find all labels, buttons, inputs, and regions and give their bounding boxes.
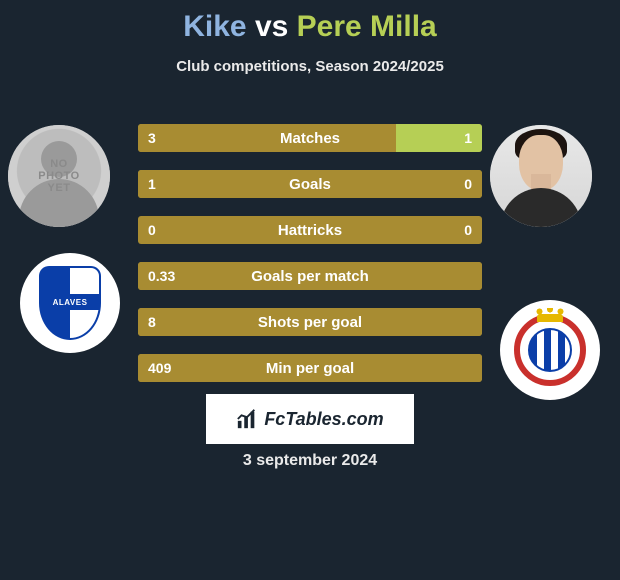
watermark: FcTables.com [206,394,414,444]
title-player1: Kike [183,10,246,43]
stat-label: Goals [138,170,482,198]
espanyol-crest [514,314,586,386]
subtitle: Club competitions, Season 2024/2025 [0,58,620,75]
player2-photo [490,125,592,227]
stat-row: 31Matches [138,124,482,152]
stats-container: 31Matches 10Goals 00Hattricks 0.33Goals per… [138,124,482,400]
stat-label: Shots per goal [138,308,482,336]
alaves-crest: ALAVES [39,266,101,340]
title-player2: Pere Milla [297,10,437,43]
stat-row: 8Shots per goal [138,308,482,336]
stat-row: 00Hattricks [138,216,482,244]
no-photo-text: NO PHOTO YET [38,158,79,194]
stat-label: Hattricks [138,216,482,244]
comparison-title: Kike vs Pere Milla [0,0,620,44]
watermark-text: FcTables.com [264,409,383,430]
stat-label: Min per goal [138,354,482,382]
chart-icon [236,408,258,430]
portrait-shoulders [500,188,582,227]
espanyol-crown [535,308,565,322]
stat-row: 409Min per goal [138,354,482,382]
no-photo-placeholder: NO PHOTO YET [8,125,110,227]
stat-label: Matches [138,124,482,152]
alaves-crest-label: ALAVES [41,294,99,310]
player2-club-logo [500,300,600,400]
portrait-placeholder [490,125,592,227]
player1-photo: NO PHOTO YET [8,125,110,227]
stat-label: Goals per match [138,262,482,290]
stat-row: 10Goals [138,170,482,198]
title-vs: vs [255,10,288,43]
stat-row: 0.33Goals per match [138,262,482,290]
espanyol-stripes [528,328,572,372]
date-text: 3 september 2024 [0,452,620,470]
player1-club-logo: ALAVES [20,253,120,353]
